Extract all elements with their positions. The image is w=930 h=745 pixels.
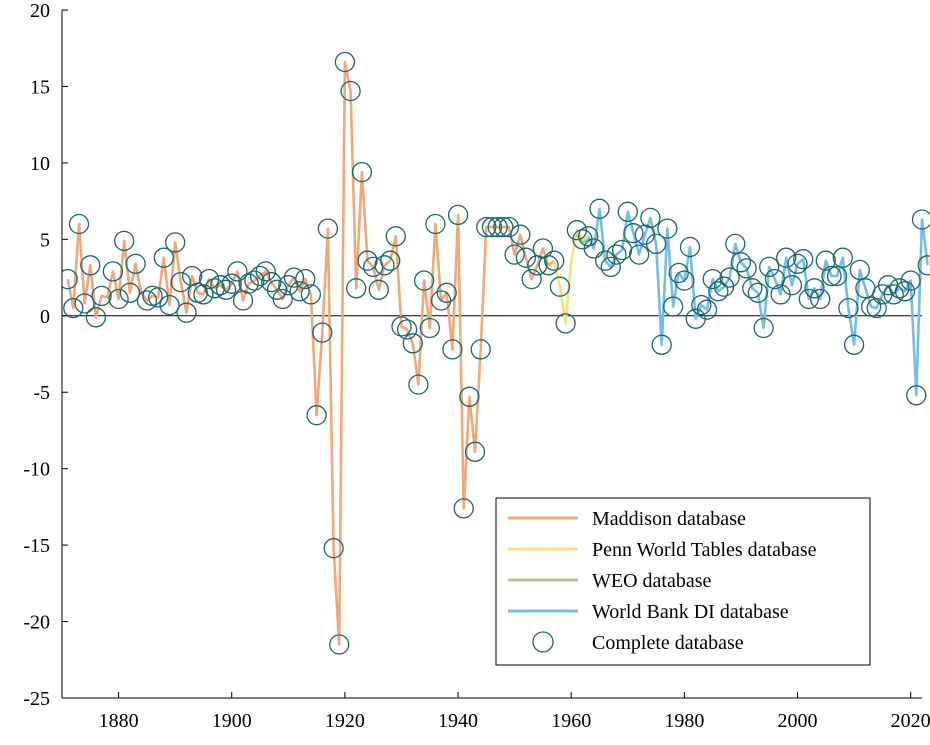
legend-label: WEO database (592, 570, 712, 592)
legend: Maddison database Penn World Tables datab… (496, 498, 870, 665)
x-tick-label: 1960 (551, 710, 591, 732)
x-tick-label: 2000 (778, 710, 818, 732)
y-tick-label: 5 (40, 229, 50, 251)
x-tick-label: 1880 (99, 710, 139, 732)
y-tick-label: -15 (23, 535, 50, 557)
legend-label: Maddison database (592, 508, 746, 530)
y-tick-label: 0 (40, 306, 50, 328)
y-tick-label: -25 (23, 688, 50, 710)
legend-label: World Bank DI database (592, 601, 789, 623)
x-tick-label: 1920 (325, 710, 365, 732)
legend-label: Penn World Tables database (592, 539, 817, 561)
y-tick-label: 10 (30, 153, 50, 175)
x-tick-label: 1980 (664, 710, 704, 732)
y-tick-label: 15 (30, 76, 50, 98)
y-tick-label: -5 (33, 382, 50, 404)
y-tick-label: -10 (23, 459, 50, 481)
y-tick-label: -20 (23, 612, 50, 634)
legend-label: Complete database (592, 632, 744, 654)
x-tick-label: 1940 (438, 710, 478, 732)
x-tick-label: 2020 (891, 710, 930, 732)
x-tick-label: 1900 (212, 710, 252, 732)
y-tick-label: 20 (30, 0, 50, 22)
